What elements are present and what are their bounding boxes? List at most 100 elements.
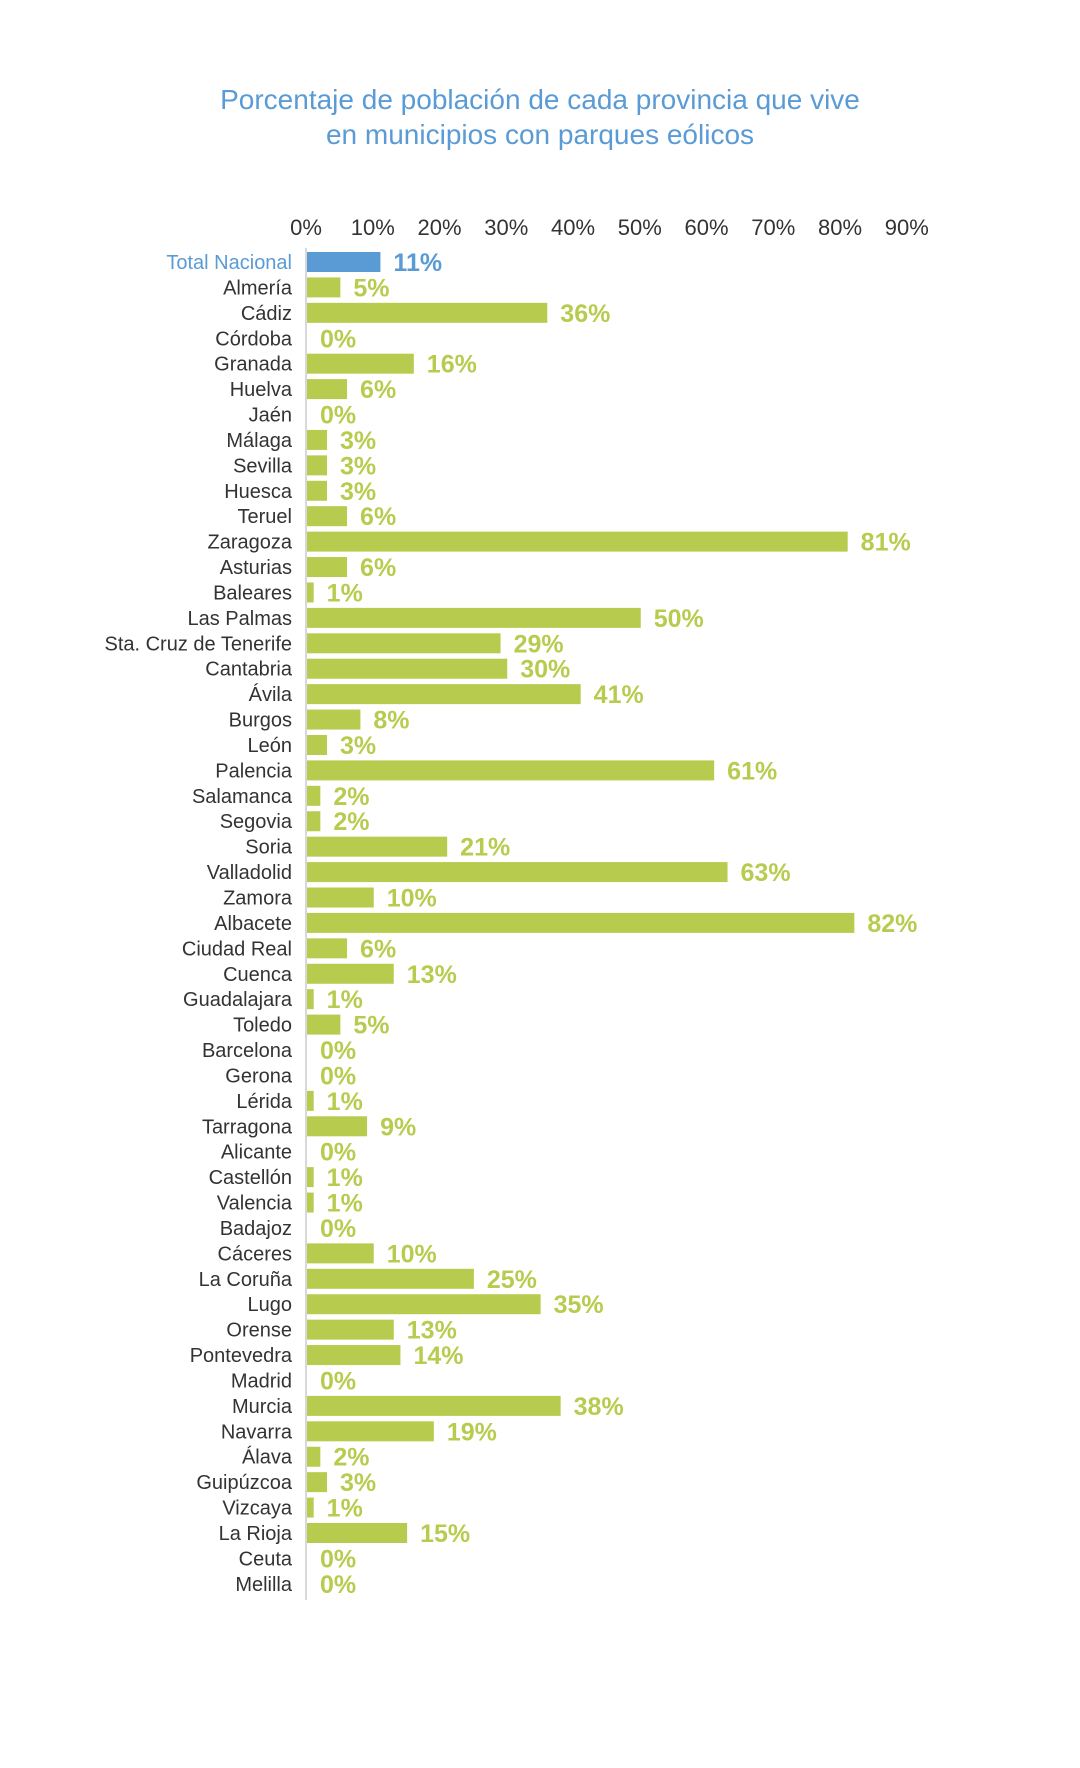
category-label: Orense [226, 1320, 292, 1342]
category-label: Zamora [223, 888, 293, 910]
category-label: Cuenca [223, 964, 293, 986]
category-label: Alicante [221, 1142, 292, 1164]
category-label: Álava [242, 1446, 293, 1469]
category-label: Guadalajara [183, 989, 293, 1011]
data-label: 8% [373, 707, 409, 735]
bar-granada [307, 353, 414, 374]
data-label: 61% [727, 757, 777, 785]
category-label: Las Palmas [188, 608, 293, 630]
category-label: Lérida [236, 1091, 292, 1113]
bar-zaragoza [307, 531, 848, 552]
data-label: 0% [320, 1139, 356, 1167]
category-label: Castellón [209, 1167, 292, 1189]
data-label: 3% [340, 452, 376, 480]
category-label: Albacete [214, 913, 292, 935]
data-label: 1% [327, 1088, 363, 1116]
category-label: Cantabria [205, 659, 293, 681]
data-label: 21% [460, 834, 510, 862]
data-label: 1% [327, 986, 363, 1014]
bar-cuenca [307, 963, 394, 984]
bar-toledo [307, 1014, 341, 1035]
category-label: Tarragona [202, 1116, 293, 1138]
data-label: 38% [574, 1393, 624, 1421]
bar-palencia [307, 760, 715, 781]
category-label: Guipúzcoa [196, 1472, 292, 1494]
data-label: 19% [447, 1418, 497, 1446]
bar-almería [307, 277, 341, 298]
category-label: Valencia [217, 1193, 293, 1215]
category-label: Huelva [230, 379, 293, 401]
data-label: 13% [407, 1317, 457, 1345]
category-label: Sevilla [233, 455, 293, 477]
data-label: 0% [320, 1571, 356, 1599]
bar-guipúzcoa [307, 1472, 328, 1493]
bar-lérida [307, 1090, 314, 1111]
category-label: Melilla [235, 1574, 293, 1596]
category-label: Málaga [226, 430, 292, 452]
bar-cantabria [307, 658, 508, 679]
data-label: 6% [360, 935, 396, 963]
data-label: 81% [861, 529, 911, 557]
category-label: Cádiz [241, 303, 292, 325]
data-label: 0% [320, 1062, 356, 1090]
bar-murcia [307, 1395, 561, 1416]
data-label: 29% [514, 630, 564, 658]
data-label: 1% [327, 1190, 363, 1218]
category-label: Madrid [231, 1370, 292, 1392]
category-label: La Coruña [199, 1269, 293, 1291]
data-label: 41% [594, 681, 644, 709]
data-label: 0% [320, 325, 356, 353]
bar-soria [307, 836, 448, 857]
data-label: 13% [407, 961, 457, 989]
bar-albacete [307, 912, 855, 933]
data-label: 15% [420, 1520, 470, 1548]
bar-álava [307, 1446, 321, 1467]
chart-title: Porcentaje de población de cada provinci… [0, 82, 1080, 152]
data-label: 0% [320, 1037, 356, 1065]
data-label: 35% [554, 1291, 604, 1319]
bar-baleares [307, 582, 314, 603]
bar-cáceres [307, 1243, 374, 1264]
category-label: Salamanca [192, 786, 293, 808]
data-label: 0% [320, 1367, 356, 1395]
category-label: Segovia [220, 811, 293, 833]
data-label: 16% [427, 351, 477, 379]
category-label: Navarra [221, 1421, 293, 1443]
bar-león [307, 734, 328, 755]
data-label: 30% [520, 656, 570, 684]
bar-segovia [307, 811, 321, 832]
bar-huelva [307, 379, 348, 400]
data-label: 0% [320, 1215, 356, 1243]
category-label: Zaragoza [208, 532, 293, 554]
data-label: 2% [333, 1444, 369, 1472]
category-label: Asturias [220, 557, 292, 579]
bar-vizcaya [307, 1497, 314, 1518]
bar-cádiz [307, 302, 548, 323]
bar-burgos [307, 709, 361, 730]
x-tick-label: 60% [684, 215, 728, 240]
bar-ciudad-real [307, 938, 348, 959]
x-tick-label: 0% [290, 215, 322, 240]
data-label: 0% [320, 402, 356, 430]
category-label: Huesca [224, 481, 293, 503]
data-label: 0% [320, 1545, 356, 1573]
bar-castellón [307, 1167, 314, 1188]
data-label: 6% [360, 376, 396, 404]
data-label: 2% [333, 783, 369, 811]
category-label: Teruel [238, 506, 292, 528]
bar-teruel [307, 506, 348, 527]
category-label: León [248, 735, 293, 757]
bar-la-rioja [307, 1523, 408, 1543]
category-label: Total Nacional [166, 252, 292, 274]
x-tick-label: 30% [484, 215, 528, 240]
category-label: Ávila [249, 683, 293, 706]
bar-la-coruña [307, 1268, 474, 1289]
bar-málaga [307, 429, 328, 450]
chart-title-line-2: en municipios con parques eólicos [325, 119, 755, 150]
category-label: La Rioja [219, 1523, 293, 1545]
category-label: Granada [214, 354, 293, 376]
category-label: Cáceres [218, 1243, 292, 1265]
bar-sevilla [307, 455, 328, 476]
data-label: 82% [867, 910, 917, 938]
